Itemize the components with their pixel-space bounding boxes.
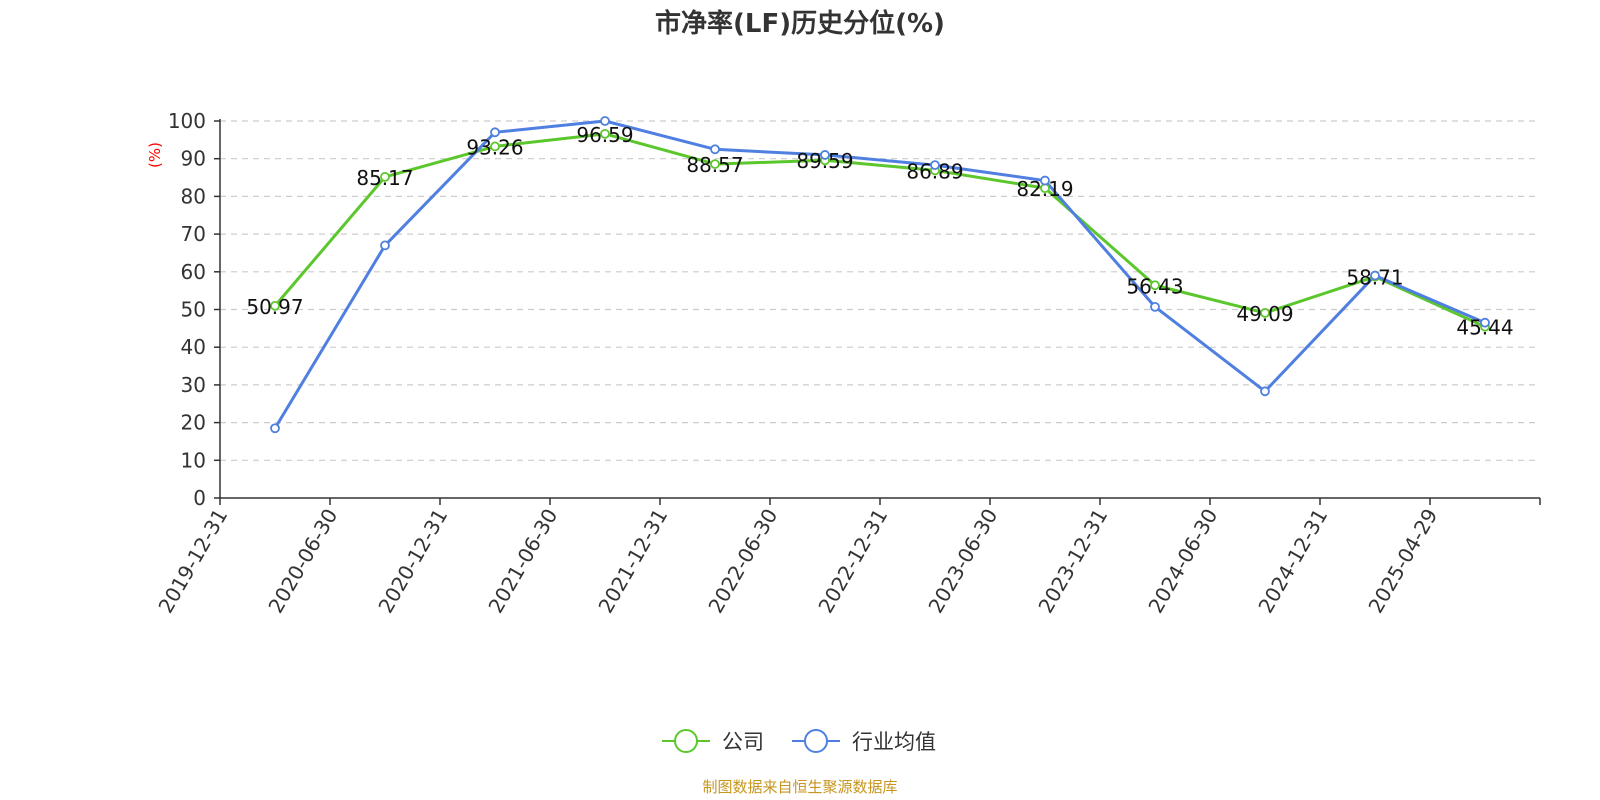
source-note: 制图数据来自恒生聚源数据库 [702, 778, 897, 796]
data-point [270, 300, 280, 311]
y-tick-label: 100 [168, 109, 206, 133]
data-point [820, 150, 830, 160]
data-label: 56.43 [1126, 274, 1183, 298]
data-point [380, 240, 390, 251]
series-layer [270, 116, 1490, 434]
y-tick-label: 40 [181, 335, 206, 359]
data-point [710, 159, 720, 169]
x-tick-label: 2024-06-30 [1143, 505, 1222, 618]
data-labels: 50.97 85.17 93.26 96.59 88.57 89.59 86.89 82.19… [246, 123, 1513, 340]
x-tick-label: 2025-04-29 [1363, 505, 1442, 618]
y-tick-label: 60 [181, 260, 206, 284]
chart-title: 市净率(LF)历史分位(%) [655, 8, 945, 39]
x-tick-label: 2019-12-31 [153, 505, 232, 618]
x-tick-label: 2021-06-30 [483, 505, 562, 618]
data-label: 45.44 [1456, 316, 1513, 340]
data-label: 50.97 [246, 295, 303, 319]
legend-item: 公司 [662, 729, 764, 754]
data-label: 93.26 [466, 135, 523, 159]
legend-item: 行业均值 [792, 729, 936, 754]
data-point [930, 160, 940, 171]
x-tick-label: 2024-12-31 [1253, 505, 1332, 618]
y-tick-label: 10 [181, 448, 206, 472]
legend-marker [804, 729, 828, 753]
data-label: 88.57 [686, 153, 743, 177]
y-tick-label: 70 [181, 222, 206, 246]
x-tick-label: 2023-06-30 [923, 505, 1002, 618]
data-point [1040, 175, 1050, 186]
data-point [600, 128, 610, 139]
x-tick-label: 2023-12-31 [1033, 505, 1112, 618]
legend-label: 公司 [722, 730, 764, 754]
data-point [270, 423, 280, 434]
legend-label: 行业均值 [852, 730, 936, 754]
x-tick-label: 2020-06-30 [263, 505, 342, 618]
series-line [273, 119, 1486, 430]
data-point [380, 172, 390, 182]
legend: 公司 行业均值 [662, 729, 936, 754]
data-point [710, 144, 720, 155]
y-tick-label: 0 [193, 486, 206, 510]
data-point [490, 127, 500, 138]
y-axis-label: (%) [146, 142, 164, 168]
y-tick-label: 80 [181, 184, 206, 208]
data-point [1150, 301, 1160, 312]
data-label: 89.59 [796, 149, 853, 173]
x-tick-label: 2022-12-31 [813, 505, 892, 618]
data-label: 58.71 [1346, 266, 1403, 290]
data-point [1370, 270, 1380, 281]
data-point [1260, 308, 1270, 318]
x-tick-label: 2022-06-30 [703, 505, 782, 618]
y-tick-label: 20 [181, 411, 206, 435]
data-point [600, 116, 610, 126]
grid-lines [220, 120, 1540, 461]
data-label: 85.17 [356, 166, 413, 190]
data-label: 82.19 [1016, 177, 1073, 201]
x-tick-label: 2020-12-31 [373, 505, 452, 618]
data-point [490, 141, 500, 152]
series-line [273, 132, 1486, 329]
data-label: 96.59 [576, 123, 633, 147]
legend-marker [674, 729, 698, 753]
data-point [1150, 280, 1160, 291]
y-tick-label: 50 [181, 298, 206, 322]
data-point [1480, 317, 1490, 328]
x-tick-label: 2021-12-31 [593, 505, 672, 618]
data-point [1260, 386, 1270, 397]
data-label: 49.09 [1236, 302, 1293, 326]
y-tick-label: 90 [181, 147, 206, 171]
y-tick-label: 30 [181, 373, 206, 397]
data-label: 86.89 [906, 159, 963, 183]
